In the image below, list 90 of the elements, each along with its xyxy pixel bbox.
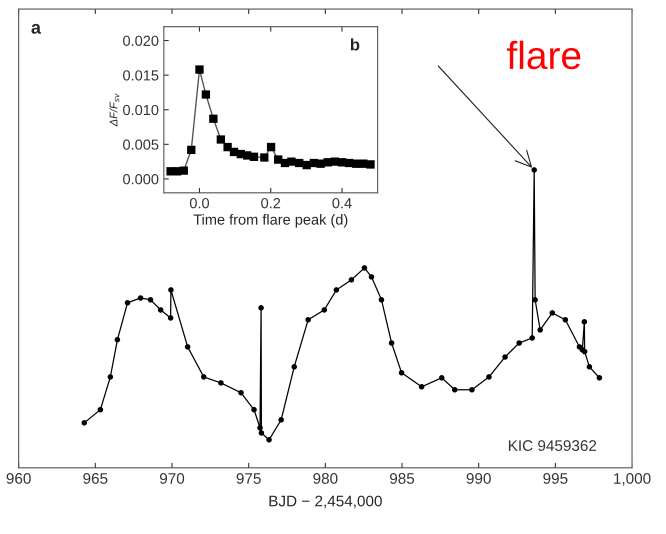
point — [274, 155, 282, 164]
point — [576, 344, 582, 350]
point — [257, 425, 263, 431]
x-tick-label: 990 — [466, 473, 491, 484]
point — [291, 364, 297, 370]
point — [330, 157, 340, 166]
x-tick-label: 1,000 — [614, 473, 651, 486]
point — [338, 158, 346, 166]
point — [278, 417, 284, 423]
point — [168, 315, 174, 321]
x-tick-label: 0.0 — [190, 198, 210, 208]
annotation: flare — [506, 40, 580, 70]
point — [531, 167, 537, 173]
x-tick-label: 980 — [313, 473, 338, 484]
point — [200, 374, 207, 380]
point — [562, 316, 568, 323]
point — [388, 340, 394, 346]
point — [138, 295, 144, 301]
point — [258, 305, 264, 311]
point — [258, 430, 264, 436]
point — [148, 297, 154, 303]
x-tick-label: 0.4 — [332, 198, 352, 208]
point — [316, 160, 325, 168]
point — [550, 310, 556, 316]
point — [529, 335, 535, 341]
point — [418, 384, 424, 390]
point — [202, 90, 210, 99]
point — [238, 390, 244, 396]
point — [582, 319, 588, 325]
point — [187, 146, 196, 154]
y-tick-label: 0.005 — [123, 139, 158, 150]
x-axis-title: BJD − 2,454,000 — [269, 496, 382, 508]
point — [398, 370, 404, 376]
y-tick-label: 0.010 — [123, 104, 158, 116]
point — [216, 135, 226, 144]
point — [209, 114, 218, 123]
point — [287, 157, 296, 166]
point — [295, 158, 304, 168]
point — [469, 386, 475, 393]
point — [348, 277, 354, 283]
point — [184, 344, 190, 350]
point — [334, 287, 340, 293]
point — [266, 437, 272, 443]
y-tick-label: 0.020 — [123, 36, 158, 46]
point — [250, 152, 258, 161]
point — [586, 364, 592, 370]
point — [180, 166, 188, 175]
x-tick-label: 960 — [6, 473, 31, 484]
point — [537, 327, 543, 333]
y-tick-label: 0.000 — [123, 174, 158, 184]
point — [243, 151, 252, 160]
point — [378, 297, 384, 303]
point — [366, 160, 375, 169]
point — [502, 354, 508, 360]
y-axis-title: ΔF/F$_{sv}$ — [109, 93, 120, 127]
point — [321, 307, 328, 313]
point — [486, 374, 492, 380]
point — [218, 380, 224, 386]
x-tick-label: 970 — [160, 473, 184, 484]
point — [452, 386, 458, 393]
point — [362, 265, 368, 271]
point — [596, 375, 602, 381]
point — [114, 336, 120, 342]
x-tick-label: 995 — [543, 473, 568, 484]
x-tick-label: 0.2 — [261, 198, 280, 208]
point — [82, 420, 88, 426]
point — [98, 406, 104, 412]
point — [266, 142, 276, 152]
point — [260, 153, 268, 162]
point — [223, 142, 232, 152]
point — [516, 340, 522, 346]
text: a — [31, 24, 42, 34]
point — [251, 406, 257, 412]
point — [195, 65, 204, 74]
point — [108, 374, 114, 380]
point — [359, 160, 368, 168]
x-tick-label: 965 — [83, 473, 108, 484]
point — [302, 160, 311, 170]
x-axis-title: Time from flare peak (d) — [194, 214, 348, 228]
point — [168, 287, 174, 293]
x-tick-label: 975 — [236, 473, 261, 484]
point — [124, 300, 130, 306]
annotation: KIC 9459362 — [508, 440, 596, 452]
annotation: b — [350, 38, 360, 51]
point — [438, 375, 445, 381]
point — [305, 316, 311, 323]
point — [368, 274, 374, 280]
point — [158, 307, 164, 313]
y-tick-label: 0.015 — [123, 70, 158, 81]
x-tick-label: 985 — [390, 473, 414, 484]
